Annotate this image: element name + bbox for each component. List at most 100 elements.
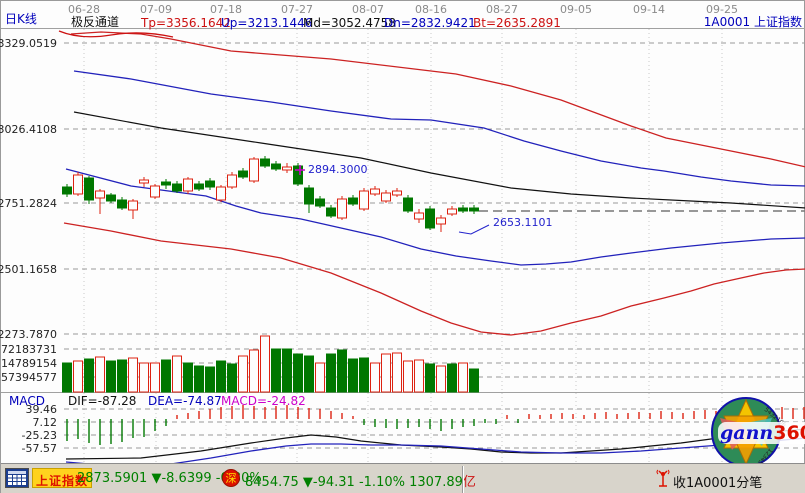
candle-body	[348, 197, 358, 205]
date-label: 08-07	[352, 3, 384, 16]
dif-line	[65, 428, 805, 460]
date-label: 06-28	[68, 3, 100, 16]
down-arrow-icon: ▼	[302, 475, 313, 490]
volume-bar	[370, 362, 380, 393]
quote-table-icon[interactable]	[5, 468, 29, 488]
candle-body	[238, 170, 248, 178]
price-axis-label: 2751.2824	[0, 197, 57, 210]
volume-bar	[161, 359, 171, 393]
candle-body	[62, 186, 72, 195]
candle-body	[194, 183, 204, 190]
symbol-code: 1A0001	[703, 15, 751, 29]
candle-body	[425, 208, 435, 229]
sh-price: 2873.5901	[77, 471, 148, 486]
volume-bar	[425, 363, 435, 393]
candle-body	[106, 194, 116, 202]
date-label: 08-16	[415, 3, 447, 16]
candle-body	[469, 207, 479, 212]
volume-bar	[238, 355, 248, 393]
shenzhen-badge[interactable]: 深	[222, 469, 240, 487]
channel-line-dn	[65, 168, 805, 266]
candle-body	[315, 198, 325, 207]
candle-body	[337, 198, 347, 219]
indicator-name[interactable]: 极反通道	[71, 15, 120, 29]
volume-bar	[128, 357, 138, 393]
volume-bar	[403, 360, 413, 393]
macd-panel-label[interactable]: MACD	[9, 394, 45, 408]
index-name-badge[interactable]: 上证指数	[32, 468, 93, 488]
macd-dif-value: DIF=-87.28	[68, 394, 137, 408]
volume-bar	[194, 365, 204, 393]
candle-body	[392, 190, 402, 196]
indicator-tp-value: Tp=3356.1642	[141, 16, 231, 30]
high-point-marker	[295, 165, 305, 175]
candle-body	[172, 183, 182, 192]
volume-bar	[150, 362, 160, 393]
volume-bar	[205, 366, 215, 393]
volume-bar	[139, 362, 149, 393]
volume-bar	[348, 358, 358, 393]
macd-axis-label: 39.46	[25, 403, 58, 416]
candle-body	[293, 165, 303, 185]
gann360-logo-text: gann360	[718, 422, 805, 444]
candle-body	[326, 207, 336, 217]
sz-index-quote: 8454.75 ▼-94.31 -1.10% 1307.89亿	[245, 471, 476, 490]
volume-bar	[249, 349, 259, 393]
turnover-unit: 亿	[462, 475, 476, 490]
channel-line-md	[73, 111, 805, 209]
volume-bar	[183, 362, 193, 393]
volume-bar	[293, 353, 303, 393]
candle-body	[183, 178, 193, 192]
date-label: 07-09	[140, 3, 172, 16]
gann360-logo: 5432106 1234567890 gann360	[706, 396, 805, 481]
volume-bar	[337, 349, 347, 393]
indicator-up-value: Up=3213.1446	[221, 16, 313, 30]
volume-bar	[381, 353, 391, 393]
candle-body	[249, 158, 259, 182]
macd-macd-value: MACD=-24.82	[221, 394, 306, 408]
price-axis-label: 2273.7870	[0, 328, 57, 341]
turnover-amount: 1307.89	[409, 475, 463, 490]
candle-body	[414, 212, 424, 220]
volume-bar	[414, 359, 424, 393]
symbol-title: 1A0001 上证指数	[704, 15, 802, 29]
volume-bar	[95, 356, 105, 393]
sz-price: 8454.75	[245, 475, 299, 490]
candle-body	[403, 197, 413, 212]
down-arrow-icon: ▼	[151, 471, 162, 486]
indicator-md-value: Md=3052.4758	[303, 16, 396, 30]
low-price-annotation: 2653.1101	[493, 216, 553, 229]
candle-body	[436, 217, 446, 225]
macd-axis-label: 7.12	[32, 416, 58, 429]
volume-bar	[73, 360, 83, 393]
dea-line	[65, 437, 805, 468]
volume-bar	[458, 362, 468, 393]
sh-change: -8.6399	[161, 471, 212, 486]
volume-bar	[172, 355, 182, 393]
macd-axis-label: -25.23	[21, 429, 57, 442]
volume-bar	[260, 335, 270, 393]
candle-body	[370, 188, 380, 195]
volume-bar	[106, 360, 116, 393]
candle-body	[227, 174, 237, 188]
date-label: 07-27	[281, 3, 313, 16]
macd-axis-label: -57.57	[21, 442, 57, 455]
volume-bar	[392, 352, 402, 393]
channel-line-up	[73, 70, 805, 187]
period-label[interactable]: 日K线	[5, 12, 37, 26]
statusbar-separator	[462, 466, 464, 493]
candle-body	[359, 190, 369, 210]
candle-body	[84, 177, 94, 201]
candle-body	[216, 186, 226, 201]
candle-body	[381, 192, 391, 202]
indicator-underline-squiggle	[58, 30, 174, 38]
candle-body	[128, 200, 138, 211]
candle-body	[161, 181, 171, 186]
volume-bar	[271, 348, 281, 393]
receive-status-text: 收1A0001分笔	[673, 476, 763, 491]
volume-bar	[359, 357, 369, 393]
volume-bar	[216, 360, 226, 393]
symbol-name: 上证指数	[753, 15, 802, 29]
